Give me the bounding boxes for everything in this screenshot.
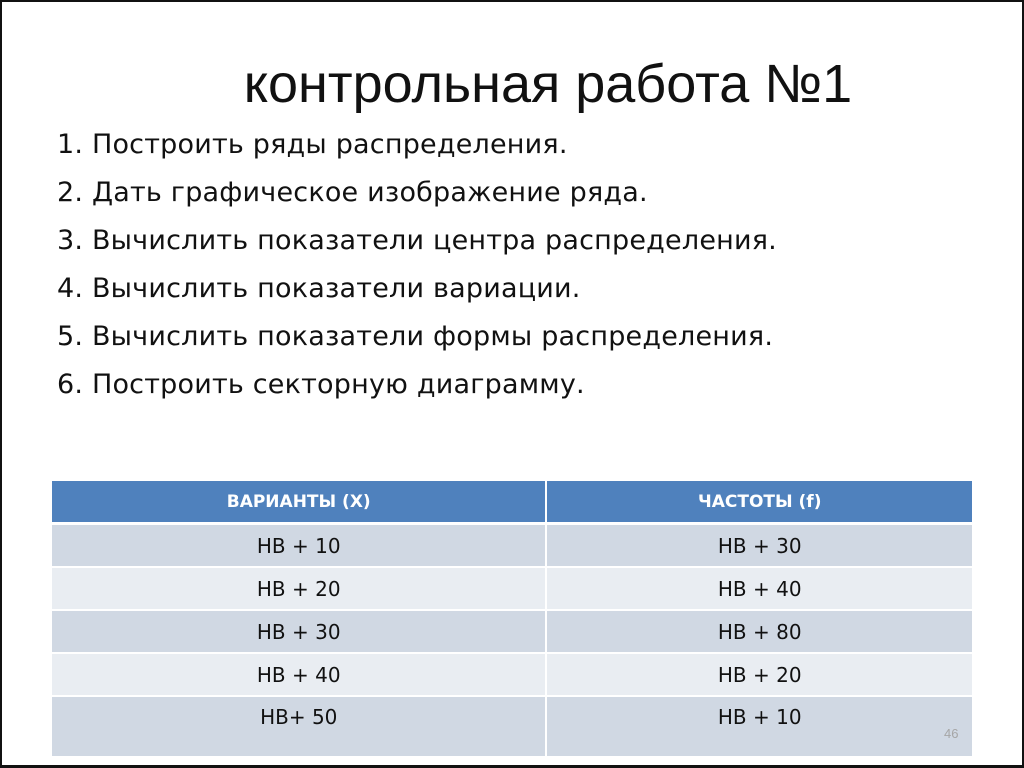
- task-item: 6. Построить секторную диаграмму.: [57, 369, 585, 400]
- data-table: ВАРИАНТЫ (X) ЧАСТОТЫ (f) НВ + 10 НВ + 30…: [52, 481, 972, 758]
- table-row: НВ + 20 НВ + 40: [52, 567, 972, 611]
- task-item: 3. Вычислить показатели центра распредел…: [57, 225, 777, 256]
- header-frequencies: ЧАСТОТЫ (f): [546, 481, 972, 525]
- cell-frequency: НВ + 80: [546, 610, 972, 654]
- task-item: 1. Построить ряды распределения.: [57, 129, 568, 160]
- table-row: НВ + 40 НВ + 20: [52, 653, 972, 697]
- table-row: НВ+ 50 НВ + 10: [52, 696, 972, 758]
- table-row: НВ + 30 НВ + 80: [52, 610, 972, 654]
- header-variants: ВАРИАНТЫ (X): [52, 481, 548, 525]
- cell-variant: НВ + 30: [52, 610, 548, 654]
- cell-frequency: НВ + 10: [546, 696, 972, 758]
- cell-variant: НВ + 10: [52, 523, 548, 568]
- cell-frequency: НВ + 30: [546, 523, 972, 568]
- cell-frequency: НВ + 20: [546, 653, 972, 697]
- cell-variant: НВ + 40: [52, 653, 548, 697]
- page-number: 46: [944, 726, 959, 741]
- task-item: 4. Вычислить показатели вариации.: [57, 273, 581, 304]
- task-item: 2. Дать графическое изображение ряда.: [57, 177, 648, 208]
- cell-variant: НВ+ 50: [52, 696, 548, 758]
- cell-frequency: НВ + 40: [546, 567, 972, 611]
- table-header-row: ВАРИАНТЫ (X) ЧАСТОТЫ (f): [52, 481, 972, 525]
- slide-title: контрольная работа №1: [243, 54, 853, 114]
- table-row: НВ + 10 НВ + 30: [52, 523, 972, 568]
- task-list: 1. Построить ряды распределения. 2. Дать…: [57, 124, 777, 412]
- cell-variant: НВ + 20: [52, 567, 548, 611]
- task-item: 5. Вычислить показатели формы распределе…: [57, 321, 774, 352]
